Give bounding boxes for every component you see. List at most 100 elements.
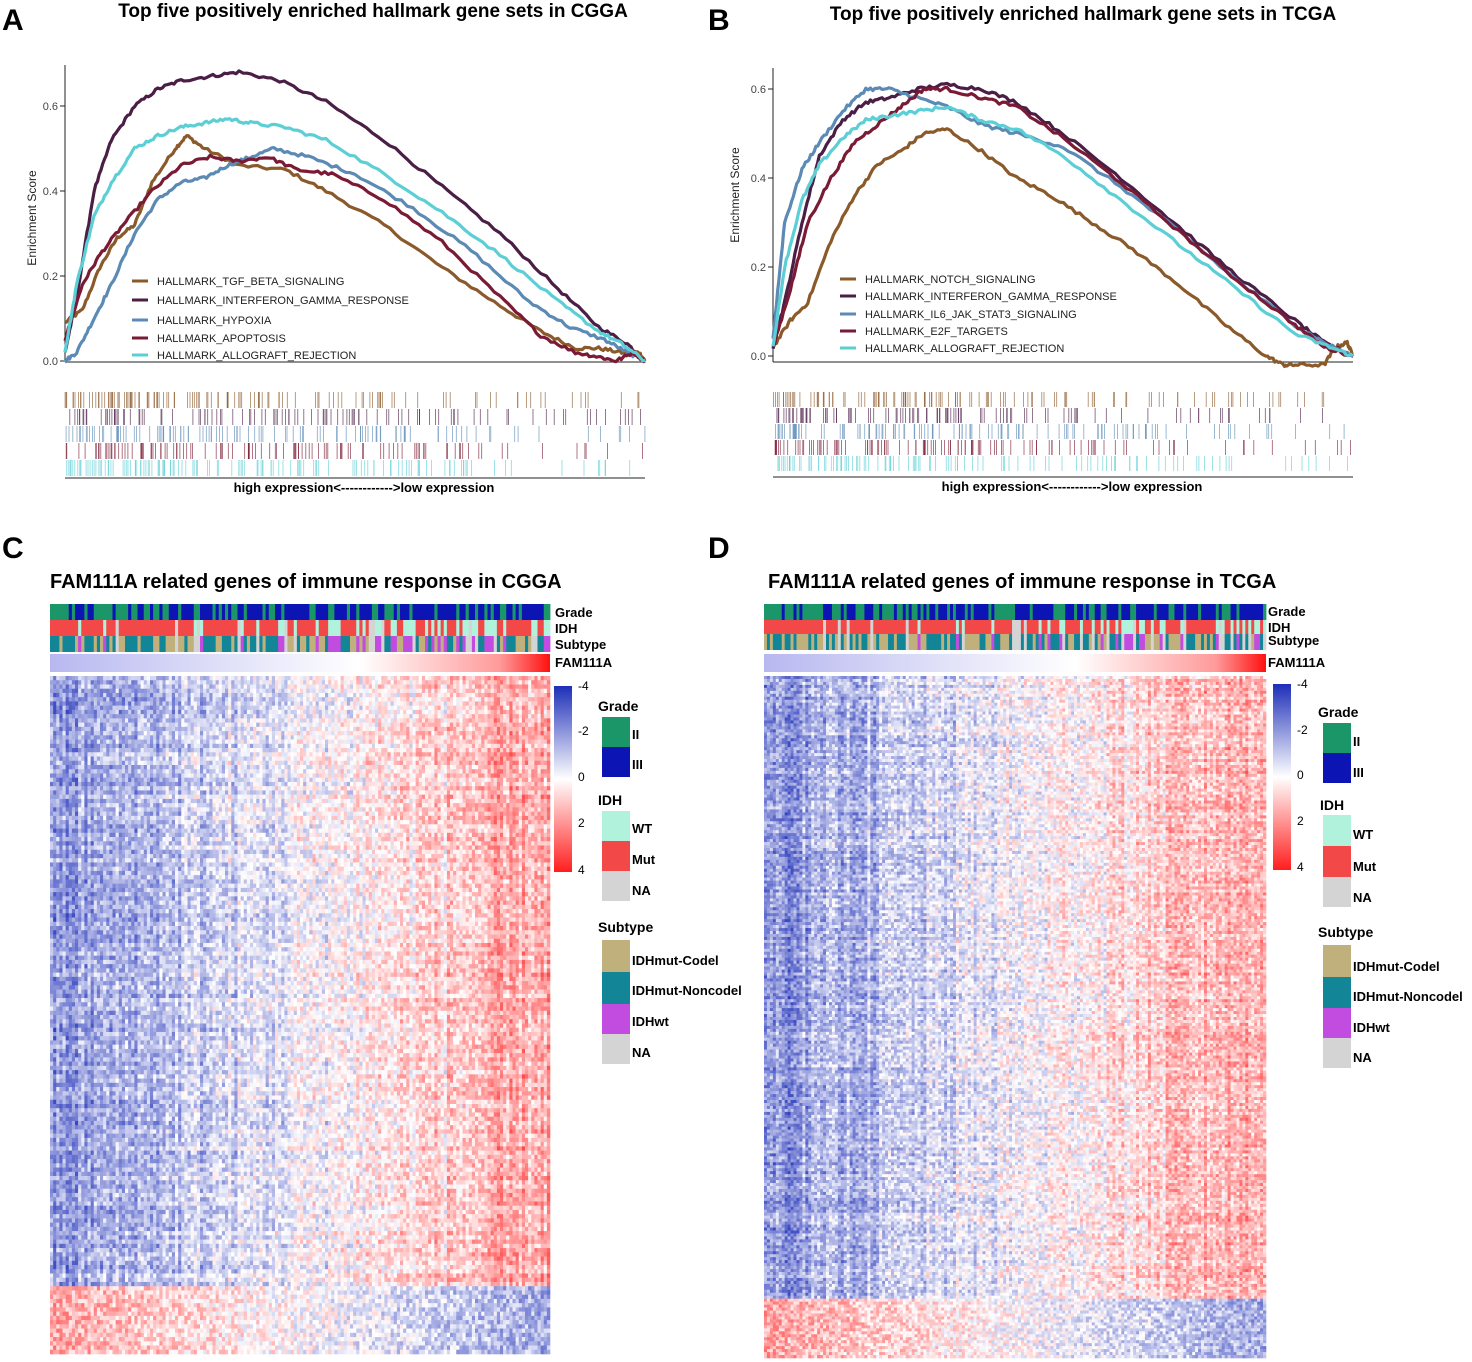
colorbar-c (554, 686, 572, 872)
heatmap-row (50, 939, 550, 944)
heatmap-row (50, 1070, 550, 1075)
heatmap-row (764, 964, 1266, 967)
legend-d-idh-title: IDH (1320, 797, 1344, 813)
heatmap-row (764, 703, 1266, 706)
heatmap-row (764, 1145, 1266, 1148)
heatmap-row (764, 750, 1266, 753)
heatmap-row (764, 1056, 1266, 1059)
heatmap-row (50, 1138, 550, 1143)
heatmap-row (50, 795, 550, 800)
heatmap-row (50, 1286, 550, 1291)
legend-c-sub-codel-swatch (602, 940, 630, 972)
heatmap-row (50, 790, 550, 795)
heatmap-row (764, 910, 1266, 913)
heatmap-row (764, 824, 1266, 827)
heatmap-row (50, 1083, 550, 1088)
heatmap-row (764, 1133, 1266, 1136)
heatmap-row (50, 1019, 550, 1024)
heatmap-row (50, 998, 550, 1003)
heatmap-row (764, 1346, 1266, 1349)
heatmap-row (764, 747, 1266, 750)
heatmap-row (764, 1029, 1266, 1032)
heatmap-row (764, 789, 1266, 792)
es-line-tgf (65, 136, 645, 361)
heatmap-row (50, 1193, 550, 1198)
heatmap-row (764, 738, 1266, 741)
heatmap-row (764, 996, 1266, 999)
heatmap-row (764, 762, 1266, 765)
heatmap-row (764, 1233, 1266, 1236)
heatmap-row (764, 993, 1266, 996)
heatmap-row (764, 1314, 1266, 1317)
legend-c-sub-idhwt-swatch (602, 1004, 630, 1034)
heatmap-row (50, 816, 550, 821)
heatmap-row (50, 1320, 550, 1325)
heatmap-row (50, 1096, 550, 1101)
heatmap-row (764, 1343, 1266, 1346)
heatmap-row (50, 934, 550, 939)
heatmap-row (50, 1337, 550, 1342)
heatmap-row (764, 1228, 1266, 1231)
panel-b: B Top five positively enriched hallmark … (708, 4, 1353, 494)
heatmap-row (50, 752, 550, 757)
heatmap-row (764, 1222, 1266, 1225)
legend-c-idh-mut-swatch (602, 841, 630, 871)
heatmap-row (764, 845, 1266, 848)
heatmap-row (50, 1269, 550, 1274)
heatmap-row (764, 984, 1266, 987)
heatmap-row (50, 1197, 550, 1202)
heatmap-row (50, 1142, 550, 1147)
heatmap-row (50, 964, 550, 969)
panel-d-annotation-tracks (764, 604, 1266, 672)
heatmap-row (764, 1014, 1266, 1017)
heatmap-row (50, 867, 550, 872)
heatmap-row (764, 931, 1266, 934)
heatmap-row (764, 827, 1266, 830)
heatmap-row (764, 1201, 1266, 1204)
legend-d-sub-idhwt: IDHwt (1353, 1020, 1391, 1035)
heatmap-row (764, 916, 1266, 919)
barcode-row-hypoxia (66, 426, 645, 442)
heatmap-row (764, 1035, 1266, 1038)
heatmap-row (764, 958, 1266, 961)
legend-c-grade-iii: III (632, 757, 643, 772)
heatmap-row (764, 1183, 1266, 1186)
legend-d-grade-iii: III (1353, 765, 1364, 780)
heatmap-row (50, 1341, 550, 1346)
heatmap-row (50, 1185, 550, 1190)
heatmap-row (50, 892, 550, 897)
xlabel-a: high expression<------------>low express… (234, 480, 495, 495)
track-grade (50, 604, 550, 620)
ytick-b-0: 0.0 (751, 351, 766, 363)
heatmap-row (764, 869, 1266, 872)
heatmap-row (50, 1011, 550, 1016)
heatmap-row (764, 1337, 1266, 1340)
heatmap-row (764, 890, 1266, 893)
heatmap-row (764, 1097, 1266, 1100)
heatmap-row (50, 684, 550, 689)
legend-b-4: HALLMARK_ALLOGRAFT_REJECTION (865, 343, 1064, 355)
heatmap-row (764, 1159, 1266, 1162)
heatmap-row (764, 1290, 1266, 1293)
heatmap-row (764, 1305, 1266, 1308)
heatmap-row (764, 1213, 1266, 1216)
heatmap-row (764, 842, 1266, 845)
heatmap-row (764, 1177, 1266, 1180)
heatmap-row (50, 757, 550, 762)
heatmap-row (50, 1040, 550, 1045)
heatmap-row (764, 866, 1266, 869)
heatmap-row (50, 1087, 550, 1092)
heatmap-row (764, 804, 1266, 807)
heatmap-row (764, 1067, 1266, 1070)
panel-d: D FAM111A related genes of immune respon… (708, 532, 1463, 1358)
cb-c-1: -2 (578, 724, 589, 738)
cb-d-4: 4 (1297, 860, 1304, 874)
heatmap-row (50, 913, 550, 918)
xlabel-b: high expression<------------>low express… (942, 479, 1203, 494)
heatmap-row (50, 1290, 550, 1295)
heatmap-row (764, 851, 1266, 854)
heatmap-row (764, 1331, 1266, 1334)
heatmap-row (50, 803, 550, 808)
heatmap-row (50, 1206, 550, 1211)
heatmap-row (764, 1254, 1266, 1257)
